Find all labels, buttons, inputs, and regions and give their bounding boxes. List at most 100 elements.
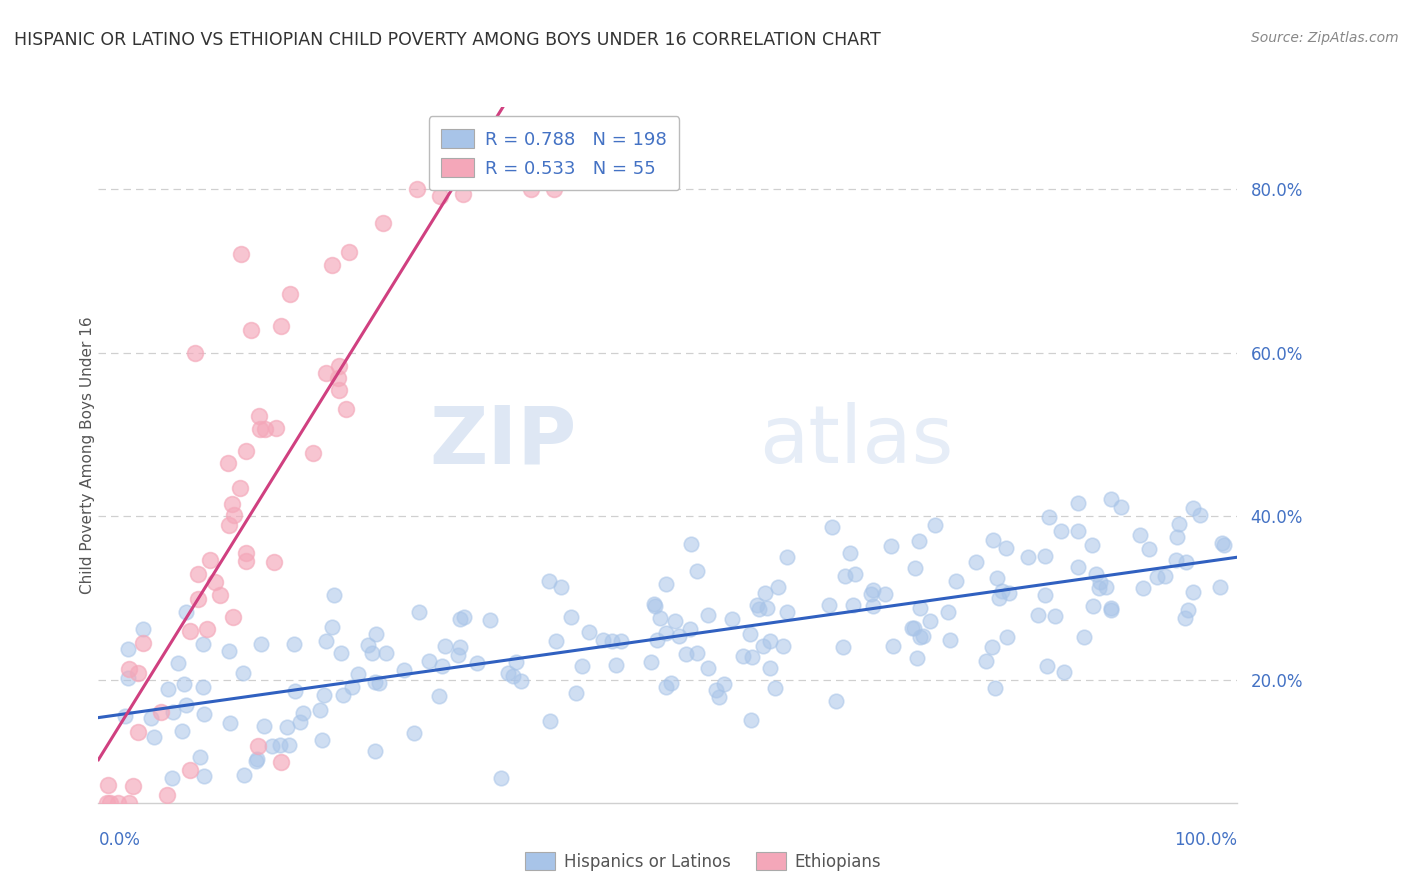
Point	[291, 706, 314, 721]
Point	[270, 755, 292, 769]
Point	[911, 629, 934, 643]
Point	[721, 611, 744, 625]
Point	[429, 689, 451, 703]
Point	[766, 580, 789, 594]
Point	[844, 567, 866, 582]
Point	[195, 623, 218, 637]
Point	[592, 633, 614, 648]
Point	[704, 683, 727, 698]
Point	[308, 703, 330, 717]
Point	[312, 688, 335, 702]
Point	[679, 622, 702, 636]
Point	[222, 508, 245, 522]
Point	[550, 580, 572, 594]
Point	[107, 796, 129, 810]
Point	[640, 656, 662, 670]
Point	[127, 725, 149, 739]
Point	[675, 647, 697, 661]
Point	[1067, 559, 1090, 574]
Point	[198, 552, 221, 566]
Point	[905, 650, 928, 665]
Point	[571, 658, 593, 673]
Point	[578, 624, 600, 639]
Point	[1182, 500, 1205, 515]
Point	[193, 707, 215, 722]
Point	[1137, 541, 1160, 556]
Point	[253, 719, 276, 733]
Point	[731, 649, 754, 664]
Point	[290, 715, 312, 730]
Point	[447, 648, 470, 662]
Point	[681, 537, 703, 551]
Point	[505, 655, 527, 669]
Point	[229, 247, 252, 261]
Point	[776, 605, 799, 619]
Point	[1132, 582, 1154, 596]
Point	[156, 788, 179, 802]
Point	[321, 620, 343, 634]
Point	[176, 698, 198, 712]
Point	[924, 517, 946, 532]
Point	[283, 636, 305, 650]
Point	[543, 182, 565, 196]
Point	[375, 646, 398, 660]
Point	[873, 587, 896, 601]
Point	[994, 541, 1017, 556]
Point	[172, 724, 194, 739]
Point	[610, 634, 633, 648]
Point	[1146, 570, 1168, 584]
Text: 0.0%: 0.0%	[98, 831, 141, 849]
Point	[980, 640, 1002, 654]
Point	[191, 636, 214, 650]
Point	[418, 654, 440, 668]
Point	[340, 681, 363, 695]
Point	[1164, 553, 1187, 567]
Point	[1211, 536, 1233, 550]
Point	[160, 771, 183, 785]
Point	[364, 744, 387, 758]
Point	[233, 768, 256, 782]
Point	[240, 323, 263, 337]
Point	[918, 614, 941, 628]
Point	[1095, 580, 1118, 594]
Point	[479, 613, 502, 627]
Point	[546, 634, 568, 648]
Point	[661, 675, 683, 690]
Point	[235, 554, 257, 568]
Point	[187, 591, 209, 606]
Point	[335, 402, 357, 417]
Point	[1167, 517, 1189, 532]
Point	[263, 555, 285, 569]
Point	[156, 682, 179, 697]
Point	[179, 763, 201, 777]
Point	[538, 574, 561, 589]
Point	[246, 739, 269, 753]
Point	[184, 345, 207, 359]
Point	[465, 657, 488, 671]
Point	[366, 627, 388, 641]
Point	[564, 686, 586, 700]
Point	[643, 597, 665, 611]
Point	[150, 706, 173, 720]
Point	[1017, 549, 1039, 564]
Point	[302, 446, 325, 460]
Point	[356, 638, 378, 652]
Point	[264, 420, 287, 434]
Point	[114, 708, 136, 723]
Point	[453, 609, 475, 624]
Point	[430, 659, 453, 673]
Point	[821, 520, 844, 534]
Point	[250, 637, 273, 651]
Point	[510, 673, 533, 688]
Point	[449, 612, 471, 626]
Point	[1053, 665, 1076, 680]
Point	[1128, 528, 1150, 542]
Point	[451, 186, 474, 201]
Point	[900, 621, 922, 635]
Point	[1050, 524, 1073, 538]
Point	[862, 583, 884, 598]
Point	[748, 601, 770, 615]
Point	[361, 646, 384, 660]
Point	[328, 371, 350, 385]
Point	[270, 318, 292, 333]
